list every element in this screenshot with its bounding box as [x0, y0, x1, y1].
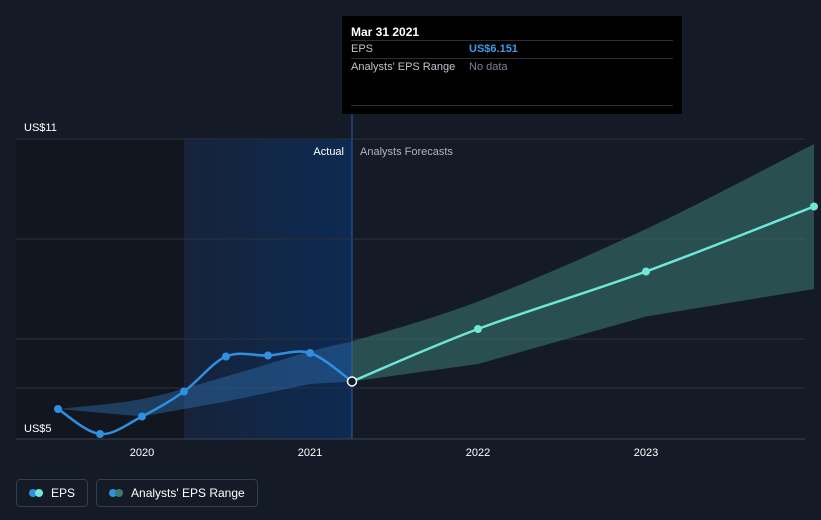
legend-range-label: Analysts' EPS Range [131, 486, 245, 500]
legend: EPS Analysts' EPS Range [16, 479, 258, 507]
legend-eps-label: EPS [51, 486, 76, 500]
eps-point [180, 387, 188, 396]
eps-forecast-point [810, 202, 818, 211]
legend-eps-button[interactable]: EPS [16, 479, 89, 507]
tooltip-range-label: Analysts' EPS Range [351, 61, 456, 73]
eps-point [306, 349, 314, 357]
eps-forecast-point [642, 267, 650, 276]
y-tick-label: US$5 [24, 423, 52, 435]
tooltip: Mar 31 2021 EPS US$6.151 Analysts' EPS R… [342, 16, 682, 114]
eps-point [138, 412, 146, 421]
eps-point [346, 376, 358, 387]
eps-swatch-icon [29, 489, 43, 497]
tooltip-eps-label: EPS [351, 43, 374, 55]
x-tick-label: 2021 [298, 447, 322, 459]
tooltip-date: Mar 31 2021 [351, 25, 420, 39]
eps-point [222, 352, 230, 361]
eps-point [54, 405, 62, 413]
tooltip-eps-value: US$6.151 [469, 43, 518, 55]
actual-highlight [184, 139, 352, 439]
range-band-forecast [352, 144, 814, 382]
y-tick-label: US$11 [24, 122, 57, 134]
x-tick-label: 2023 [634, 447, 658, 459]
eps-forecast-point [474, 325, 482, 333]
actual-label: Actual [313, 146, 344, 158]
chart-backgrounds [16, 112, 353, 439]
legend-range-button[interactable]: Analysts' EPS Range [96, 479, 258, 507]
tooltip-range-row: Analysts' EPS Range No data [351, 58, 673, 76]
tooltip-divider [351, 105, 673, 106]
eps-point [96, 430, 104, 438]
forecast-label: Analysts Forecasts [360, 146, 453, 158]
eps-points [54, 202, 818, 438]
range-swatch-icon [109, 489, 124, 497]
range-band-past [58, 341, 352, 417]
tooltip-range-value: No data [469, 61, 508, 73]
eps-forecast-line [351, 205, 815, 383]
x-tick-label: 2022 [466, 447, 490, 459]
x-tick-label: 2020 [130, 447, 154, 459]
analyst-range-band [58, 144, 814, 417]
chart-labels: US$11 US$5 2020 2021 2022 2023 Actual Analysts … [24, 122, 658, 459]
tooltip-eps-row: EPS US$6.151 [351, 40, 673, 58]
past-shade [16, 139, 184, 439]
eps-point [264, 351, 272, 360]
